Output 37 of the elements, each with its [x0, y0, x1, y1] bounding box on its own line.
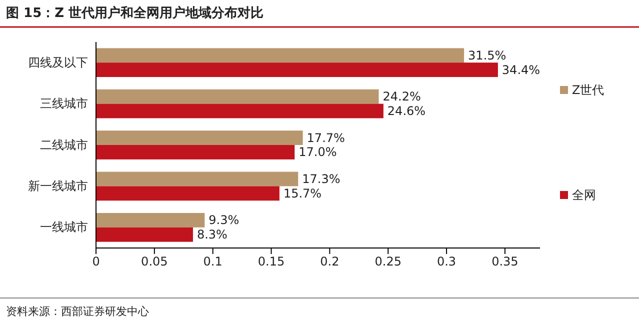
bar — [96, 212, 205, 228]
data-label: 17.0% — [298, 145, 337, 160]
data-label: 17.3% — [302, 172, 340, 186]
x-tick-label: 0.3 — [436, 254, 456, 269]
data-label: 9.3% — [208, 213, 240, 228]
data-label: 24.6% — [387, 104, 426, 118]
chart-title: 图 15：Z 世代用户和全网用户地域分布对比 — [6, 5, 264, 21]
data-label: 17.7% — [306, 130, 345, 145]
y-tick-label: 一线城市 — [40, 220, 88, 234]
bar — [96, 186, 280, 201]
x-tick-label: 0.1 — [203, 254, 222, 269]
bar — [96, 172, 298, 186]
x-tick-label: 0.25 — [374, 254, 402, 269]
y-tick-label: 三线城市 — [40, 96, 88, 111]
data-label: 34.4% — [502, 62, 540, 77]
data-label: 8.3% — [196, 228, 228, 242]
bar — [96, 145, 295, 160]
legend-label: 全网 — [572, 188, 596, 202]
y-tick-label: 四线及以下 — [28, 55, 88, 70]
data-label: 15.7% — [283, 186, 322, 200]
bar — [96, 48, 464, 63]
text: 资料来源：西部证券研发中心 — [6, 305, 149, 318]
bar — [96, 62, 498, 78]
data-label: 31.5% — [468, 48, 506, 62]
bar — [96, 227, 193, 242]
bar — [96, 89, 379, 104]
x-tick-label: 0.2 — [320, 254, 340, 269]
bar — [96, 104, 384, 118]
y-tick-label: 二线城市 — [40, 138, 88, 152]
legend-label: Z世代 — [572, 83, 604, 97]
data-label: 24.2% — [382, 90, 421, 104]
x-tick-label: 0 — [92, 254, 100, 269]
y-tick-label: 新一线城市 — [28, 179, 88, 194]
x-tick-label: 0.15 — [258, 254, 285, 269]
bar — [96, 130, 303, 145]
x-tick-label: 0.35 — [492, 254, 518, 269]
x-tick-label: 0.05 — [141, 254, 168, 269]
